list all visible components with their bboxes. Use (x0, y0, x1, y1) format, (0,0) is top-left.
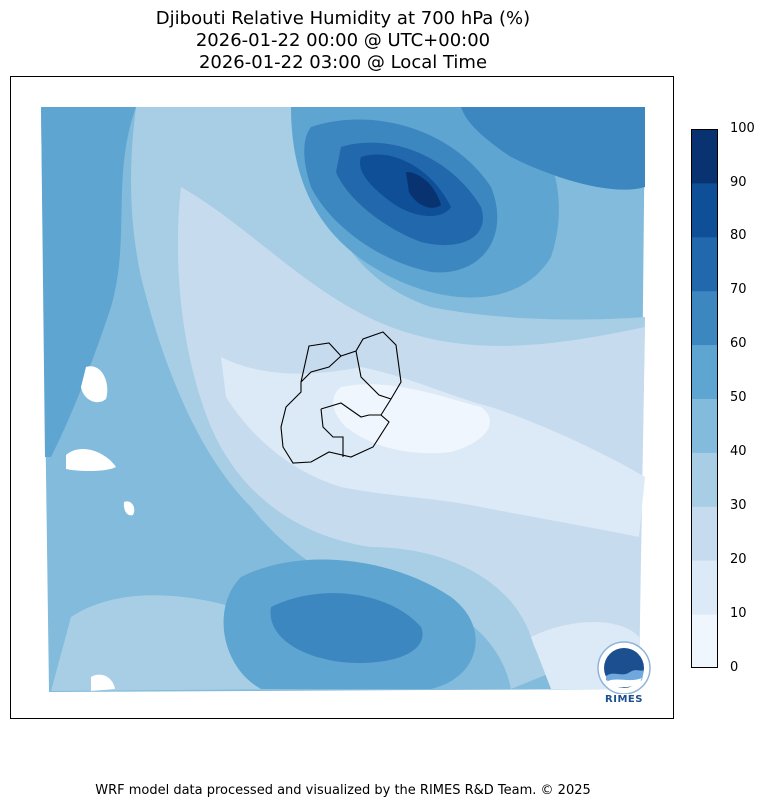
tick-label: 40 (730, 444, 747, 459)
local-time: 2026-01-22 03:00 @ Local Time (198, 52, 488, 73)
missing-data-4 (91, 674, 115, 691)
tick-label: 60 (730, 336, 747, 351)
map-title: Djibouti Relative Humidity at 700 hPa (%… (155, 8, 531, 29)
rimes-logo: RIMES (582, 636, 666, 708)
field-50-60-west (41, 107, 136, 457)
colorbar-segment (691, 614, 718, 668)
country-border (280, 331, 402, 464)
colorbar (691, 129, 718, 668)
field-60-70-east (461, 107, 645, 190)
colorbar-segment (691, 398, 718, 453)
colorbar-segment (691, 236, 718, 292)
tick-label: 100 (730, 121, 755, 136)
colorbar-border (691, 129, 718, 668)
colorbar-segment (691, 182, 718, 238)
logo-text: RIMES (605, 694, 643, 705)
colorbar-segment (691, 560, 718, 615)
humidity-field (41, 107, 646, 692)
map-panel (10, 76, 674, 719)
tick-label: 20 (730, 552, 747, 567)
colorbar-segment (691, 290, 718, 346)
colorbar-segment (691, 452, 718, 507)
tick-label: 0 (730, 660, 739, 675)
tick-label: 10 (730, 606, 747, 621)
tick-label: 70 (730, 282, 747, 297)
field-60-70-south (270, 593, 423, 663)
field-0-10 (333, 384, 490, 454)
colorbar-segment (691, 129, 718, 184)
missing-data-3 (123, 501, 135, 516)
tick-label: 80 (730, 228, 747, 243)
tick-label: 90 (730, 175, 747, 190)
missing-data-1 (81, 366, 108, 403)
utc-time: 2026-01-22 00:00 @ UTC+00:00 (195, 30, 491, 51)
colorbar-segment (691, 506, 718, 561)
logo-emblem-icon (597, 641, 651, 695)
missing-data-2 (66, 448, 116, 472)
footer-credit: WRF model data processed and visualized … (95, 783, 591, 798)
field-90-100 (406, 172, 441, 208)
tick-label: 50 (730, 390, 747, 405)
tick-label: 30 (730, 498, 747, 513)
colorbar-segment (691, 344, 718, 399)
